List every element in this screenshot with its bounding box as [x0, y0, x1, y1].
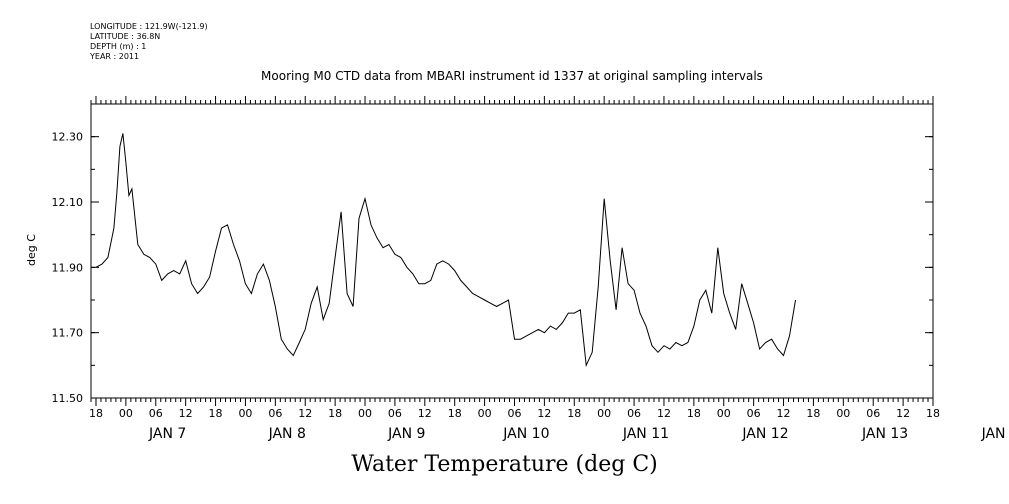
x-tick-label: 06 [866, 407, 880, 420]
longitude-label: LONGITUDE : 121.9W(-121.9) [90, 22, 208, 31]
y-tick-label: 12.30 [52, 131, 84, 144]
x-tick-label: 18 [328, 407, 342, 420]
y-tick-label: 11.50 [52, 392, 84, 405]
chart-title: Mooring M0 CTD data from MBARI instrumen… [261, 69, 763, 83]
day-label: JAN 10 [502, 426, 549, 442]
x-tick-label: 18 [209, 407, 223, 420]
x-tick-label: 18 [448, 407, 462, 420]
x-tick-label: 18 [687, 407, 701, 420]
axes: 11.50 11.70 11.90 12.10 12.30 18 00 06 12 18 00 06 1… [52, 96, 1009, 442]
day-label: JAN 12 [741, 426, 788, 442]
temperature-series-line [95, 133, 796, 368]
year-label: YEAR : 2011 [90, 52, 140, 61]
y-tick-label: 11.70 [52, 327, 84, 340]
x-tick-label: 18 [89, 407, 103, 420]
x-tick-label: 06 [149, 407, 163, 420]
x-tick-label: 06 [388, 407, 402, 420]
x-tick-label: 12 [657, 407, 671, 420]
x-tick-label: 06 [627, 407, 641, 420]
x-tick-label: 00 [836, 407, 850, 420]
depth-label: DEPTH (m) : 1 [90, 42, 147, 51]
day-label: JAN 9 [387, 426, 425, 442]
x-tick-label: 18 [567, 407, 581, 420]
x-tick-label: 12 [896, 407, 910, 420]
plot-frame [90, 103, 934, 399]
x-tick-label: 00 [358, 407, 372, 420]
x-tick-label: 00 [119, 407, 133, 420]
y-tick-label: 12.10 [52, 196, 84, 209]
x-tick-label: 06 [507, 407, 521, 420]
x-tick-label: 00 [717, 407, 731, 420]
x-tick-label: 12 [537, 407, 551, 420]
x-tick-label: 06 [747, 407, 761, 420]
x-tick-label: 00 [238, 407, 252, 420]
day-label: JAN 7 [148, 426, 186, 442]
mooring-metadata: LONGITUDE : 121.9W(-121.9) LATITUDE : 36… [90, 22, 208, 62]
x-tick-label: 12 [179, 407, 193, 420]
x-tick-label: 00 [478, 407, 492, 420]
day-label: JAN 11 [622, 426, 669, 442]
day-label: JAN 13 [861, 426, 908, 442]
y-tick-label: 11.90 [52, 261, 84, 274]
bottom-title: Water Temperature (deg C) [351, 452, 658, 477]
x-tick-label: 18 [806, 407, 820, 420]
x-tick-label: 00 [597, 407, 611, 420]
x-tick-label: 12 [777, 407, 791, 420]
latitude-label: LATITUDE : 36.8N [90, 32, 161, 41]
x-tick-label: 12 [418, 407, 432, 420]
y-axis-label: deg C [25, 234, 38, 266]
day-label: JAN 14 [981, 426, 1009, 442]
x-tick-label: 06 [268, 407, 282, 420]
x-tick-label: 12 [298, 407, 312, 420]
day-label: JAN 8 [268, 426, 306, 442]
x-tick-label: 18 [926, 407, 940, 420]
